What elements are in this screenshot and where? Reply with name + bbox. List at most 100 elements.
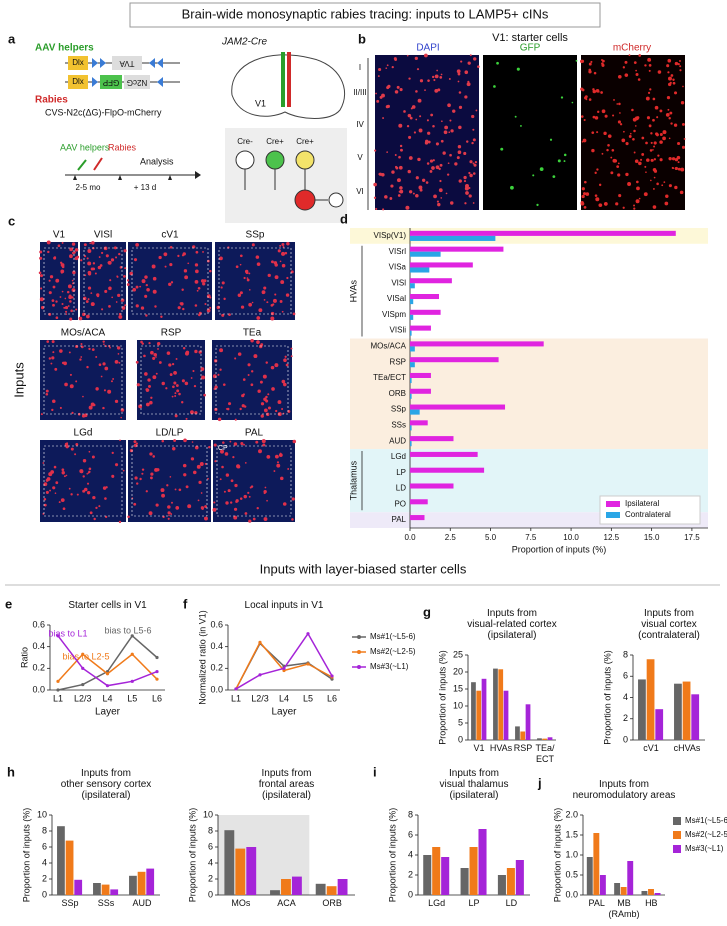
bar — [537, 738, 542, 740]
cell — [408, 156, 413, 160]
cell — [655, 132, 659, 136]
y-tick-label: 1.0 — [565, 849, 578, 859]
y-tick-label: 20 — [453, 666, 463, 676]
cell — [141, 279, 146, 284]
cell — [221, 465, 224, 469]
cell — [161, 493, 165, 498]
cell — [615, 202, 619, 206]
x-axis-label: Layer — [271, 707, 297, 718]
cell — [662, 130, 667, 135]
cell — [597, 110, 600, 114]
cell — [432, 124, 435, 128]
cell — [164, 265, 167, 268]
bar — [137, 871, 146, 895]
mouse-label: JAM2-Cre — [221, 37, 267, 48]
y-tick-label: 15 — [453, 683, 463, 693]
bar — [410, 267, 430, 273]
cell — [76, 255, 80, 259]
cell — [255, 255, 260, 259]
cell — [83, 255, 87, 258]
x-tick-label: 2.5 — [445, 533, 457, 542]
cell — [398, 165, 403, 170]
y-axis-label: Proportion of inputs (%) — [21, 808, 31, 903]
cell — [65, 310, 68, 313]
y-tick-label: 1.5 — [565, 829, 578, 839]
x-tick-label-box: cHVAs — [674, 743, 701, 753]
cell — [180, 302, 184, 306]
cell — [219, 348, 224, 353]
cell — [87, 249, 92, 253]
cell — [54, 492, 57, 495]
bar — [74, 879, 83, 895]
cell — [173, 381, 177, 385]
cell — [103, 343, 105, 346]
cell — [182, 346, 186, 350]
cell — [463, 151, 467, 156]
cell — [119, 266, 123, 269]
y-axis-label: Ratio — [19, 647, 29, 668]
cell — [425, 181, 429, 184]
bar — [146, 868, 155, 895]
cell — [46, 240, 51, 245]
layer-label: IV — [356, 120, 364, 129]
cell — [169, 476, 172, 478]
cell — [650, 132, 653, 135]
x-tick-label-box: PAL — [588, 898, 604, 908]
cell — [209, 269, 212, 273]
cell — [197, 286, 201, 290]
cell — [114, 399, 119, 404]
cell — [157, 348, 159, 350]
cell — [53, 465, 57, 469]
cell — [410, 107, 413, 110]
cell — [200, 367, 205, 371]
cell — [282, 502, 287, 506]
cell — [415, 118, 418, 121]
bar — [337, 879, 348, 895]
cell — [285, 293, 290, 297]
cell — [475, 109, 478, 112]
cell — [434, 88, 439, 93]
cell — [375, 92, 377, 95]
cell — [47, 250, 50, 254]
cell — [190, 377, 193, 379]
legend-label: Contralateral — [625, 510, 671, 519]
cell — [250, 383, 254, 387]
cell — [135, 285, 139, 289]
cell — [581, 140, 584, 143]
y-tick-label: 8 — [408, 809, 413, 819]
region-label: RSP — [161, 328, 182, 339]
panel-letter: b — [358, 31, 366, 46]
cell — [417, 157, 421, 162]
cell — [222, 441, 225, 444]
cell — [252, 517, 256, 521]
cell — [635, 199, 640, 204]
x-axis-label: Proportion of inputs (%) — [512, 544, 607, 554]
cell — [69, 317, 73, 321]
cell — [93, 517, 96, 521]
cell — [427, 131, 431, 135]
region-label: cV1 — [161, 230, 179, 241]
cell — [167, 511, 171, 515]
data-point — [105, 684, 110, 688]
cell — [247, 363, 251, 367]
micrographs — [38, 240, 297, 524]
cell — [439, 163, 443, 167]
cell — [96, 293, 100, 297]
cell — [468, 171, 471, 175]
cell — [190, 457, 195, 461]
cell — [120, 408, 125, 412]
cell — [87, 261, 92, 266]
cell — [592, 115, 596, 119]
cell — [126, 279, 130, 282]
cell — [61, 471, 65, 475]
cell — [624, 60, 628, 64]
legend-swatch — [673, 845, 681, 853]
cell — [39, 297, 44, 302]
bar — [410, 357, 499, 363]
cell — [117, 293, 121, 297]
cell — [619, 123, 623, 126]
cell — [466, 82, 471, 87]
cell — [472, 128, 475, 131]
cell — [415, 176, 419, 180]
cell — [281, 251, 286, 256]
